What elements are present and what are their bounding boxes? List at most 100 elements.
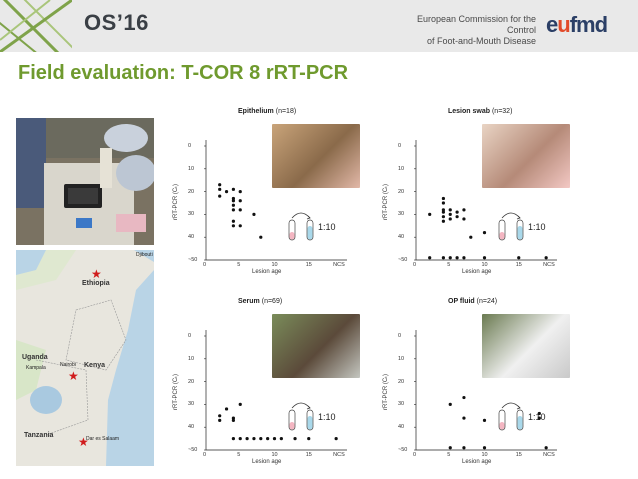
y-tick-label: 40	[188, 424, 195, 431]
y-axis-label: rRT-PCR (Cₜ)	[173, 374, 179, 410]
dilution-tubes-icon	[288, 212, 314, 241]
y-tick-label: 40	[188, 234, 195, 241]
data-point	[482, 231, 487, 235]
x-tick-label: 5	[447, 452, 451, 458]
data-point	[462, 395, 466, 400]
org-line-2: of Foot-and-Mouth Disease	[426, 36, 536, 46]
map-label-kenya: Kenya	[84, 362, 106, 369]
data-point	[259, 437, 263, 441]
plot-title-name: Epithelium	[238, 108, 276, 115]
data-point	[455, 215, 459, 219]
plot-epithelium: Epithelium (n=18) rRT-PCR (Cₜ) 0 10 20 30 40 ~5…	[168, 100, 378, 275]
east-africa-map: Ethiopia Djibouti Uganda Kampala Kenya N…	[16, 250, 154, 466]
data-point	[441, 215, 445, 219]
data-point	[544, 446, 548, 450]
x-tick-label: 0	[413, 452, 417, 458]
data-point	[218, 183, 222, 187]
plot-title-n: (n=69)	[261, 298, 283, 305]
data-point	[231, 196, 235, 201]
x-tick-label: NCS	[543, 262, 555, 268]
scatter-plot	[414, 330, 557, 451]
data-point	[462, 256, 466, 260]
y-tick-label: 0	[398, 143, 402, 149]
data-point	[231, 437, 235, 441]
data-point	[544, 256, 548, 260]
dilution-ratio: 1:10	[528, 412, 546, 422]
eufmd-logo: eufmd	[546, 12, 608, 37]
location-star-icon: ★	[78, 435, 89, 449]
y-tick-label: 40	[398, 424, 405, 431]
x-tick-label: 15	[305, 262, 312, 268]
plot-title-n: (n=18)	[275, 108, 297, 115]
x-axis-label: Lesion age	[252, 269, 282, 275]
plot-title-name: Serum	[238, 298, 262, 305]
data-point	[537, 416, 541, 420]
plot-title: Epithelium (n=18)	[238, 108, 296, 115]
y-tick-label: 10	[188, 355, 195, 362]
data-point	[482, 418, 487, 422]
plot-title-name: Lesion swab	[448, 108, 492, 115]
data-point	[279, 437, 283, 441]
organization-name: European Commission for the Control of F…	[396, 14, 536, 47]
data-point	[455, 256, 459, 260]
data-point	[448, 217, 452, 221]
event-title: OS’16	[84, 10, 149, 35]
data-point	[517, 256, 521, 260]
data-point	[218, 194, 222, 198]
x-tick-label: 5	[237, 262, 241, 268]
y-tick-label: 30	[188, 211, 195, 218]
y-tick-label: 0	[398, 333, 402, 339]
map-label-tanzania: Tanzania	[24, 432, 54, 439]
y-tick-label: 20	[398, 378, 405, 385]
plot-serum: Serum (n=69) rRT-PCR (Cₜ) 0 10 20 30 40 ~50 0 5 10…	[168, 290, 378, 465]
plot-title: Serum (n=69)	[238, 298, 282, 305]
lab-field-photo	[16, 118, 154, 245]
data-point	[238, 437, 242, 441]
data-point	[238, 199, 242, 203]
y-axis-label: rRT-PCR (Cₜ)	[173, 184, 179, 220]
data-point	[455, 210, 459, 214]
data-point	[231, 208, 235, 212]
plot-title-n: (n=32)	[491, 108, 513, 115]
header-bar	[0, 0, 638, 52]
data-point	[334, 437, 338, 441]
plot-op-fluid: OP fluid (n=24) rRT-PCR (Cₜ) 0 10 20 30 40 ~50 0…	[378, 290, 588, 465]
dilution-ratio: 1:10	[528, 222, 546, 232]
data-point	[218, 414, 222, 418]
scatter-plot	[204, 140, 347, 261]
data-point	[307, 437, 311, 441]
data-point	[448, 402, 452, 406]
data-point	[462, 208, 466, 212]
data-point	[441, 196, 445, 201]
x-tick-label: 5	[447, 262, 451, 268]
logo-mark-icon	[0, 0, 72, 52]
data-point	[231, 203, 235, 207]
y-tick-label: 30	[398, 211, 405, 218]
map-label-nairobi: Nairobi	[60, 362, 76, 368]
data-point	[441, 256, 445, 260]
y-axis-label: rRT-PCR (Cₜ)	[383, 374, 389, 410]
map-label-kampala: Kampala	[26, 365, 46, 371]
sample-photo	[482, 314, 570, 378]
y-tick-label: ~50	[188, 257, 198, 263]
y-tick-label: 20	[188, 378, 195, 385]
x-tick-label: 10	[271, 452, 278, 458]
data-point	[238, 224, 242, 228]
x-tick-label: NCS	[543, 452, 555, 458]
dilution-tubes-icon	[498, 402, 524, 431]
plot-title-n: (n=24)	[476, 298, 498, 305]
y-tick-label: 30	[398, 401, 405, 408]
dilution-ratio: 1:10	[318, 222, 336, 232]
x-axis-label: Lesion age	[462, 269, 492, 275]
data-point	[252, 437, 256, 441]
map-label-dar-es-salaam: Dar es Salaam	[86, 436, 120, 442]
map-label-djibouti: Djibouti	[136, 252, 153, 258]
x-tick-label: 15	[515, 452, 522, 458]
map-label-ethiopia: Ethiopia	[82, 280, 110, 287]
data-point	[293, 437, 297, 441]
y-tick-label: 40	[398, 234, 405, 241]
data-point	[462, 446, 466, 450]
data-point	[448, 208, 452, 212]
data-point	[231, 418, 235, 422]
data-point	[448, 446, 452, 450]
